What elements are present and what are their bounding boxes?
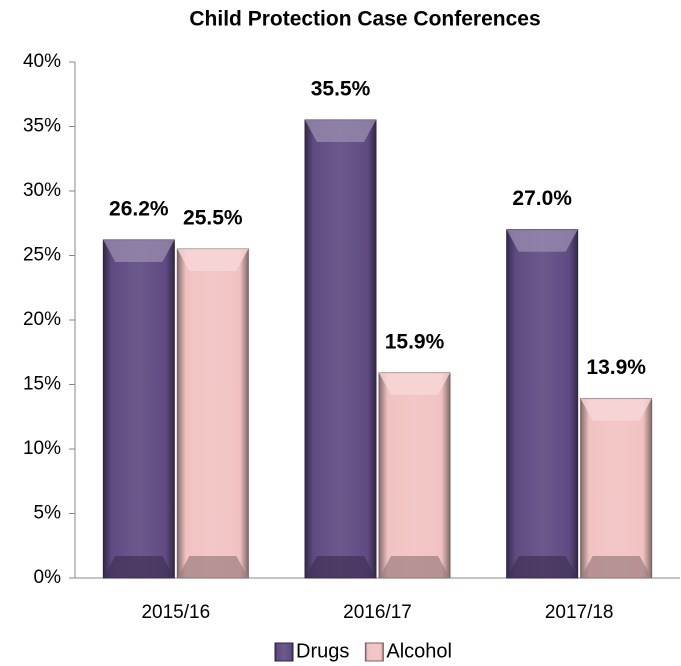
legend-label: Alcohol bbox=[386, 640, 452, 662]
x-tick-label: 2017/18 bbox=[545, 602, 614, 623]
bar-bevel-bottom bbox=[305, 556, 376, 578]
y-tick-label: 20% bbox=[23, 309, 61, 330]
bar bbox=[304, 119, 377, 579]
bar-bevel-top bbox=[103, 240, 175, 263]
x-tick-label: 2015/16 bbox=[141, 602, 210, 623]
bar-bevel-top bbox=[379, 372, 450, 395]
value-label: 26.2% bbox=[109, 198, 169, 221]
bar-bevel-bottom bbox=[379, 556, 450, 578]
bar-bevel-bottom bbox=[103, 556, 175, 578]
bar bbox=[176, 248, 249, 579]
bar-bevel-top bbox=[506, 229, 578, 252]
bar-bevel-bottom bbox=[580, 556, 652, 578]
bar-bevel-top bbox=[580, 398, 652, 421]
legend-swatch bbox=[274, 642, 294, 662]
legend-label: Drugs bbox=[296, 640, 349, 662]
bar bbox=[506, 229, 579, 579]
chart-title: Child Protection Case Conferences bbox=[189, 8, 540, 31]
x-tick-label: 2016/17 bbox=[343, 602, 412, 623]
y-tick-label: 0% bbox=[34, 567, 62, 588]
y-tick-label: 40% bbox=[23, 51, 61, 72]
bar-bevel-top bbox=[305, 120, 376, 143]
bar bbox=[580, 398, 653, 579]
y-tick-label: 25% bbox=[23, 245, 61, 266]
y-tick-label: 10% bbox=[23, 438, 61, 459]
y-tick-label: 15% bbox=[23, 374, 61, 395]
bar bbox=[102, 239, 175, 579]
y-tick-label: 5% bbox=[34, 503, 62, 524]
value-label: 25.5% bbox=[183, 207, 243, 230]
value-label: 27.0% bbox=[512, 187, 572, 210]
bar-bevel-top bbox=[177, 249, 249, 272]
legend-swatch bbox=[364, 642, 384, 662]
y-tick-label: 35% bbox=[23, 116, 61, 137]
bar-bevel-bottom bbox=[177, 556, 249, 578]
value-label: 35.5% bbox=[311, 78, 371, 101]
bar-bevel-bottom bbox=[506, 556, 578, 578]
value-label: 13.9% bbox=[586, 356, 646, 379]
bar bbox=[378, 372, 451, 579]
y-tick-label: 30% bbox=[23, 180, 61, 201]
value-label: 15.9% bbox=[385, 330, 445, 353]
